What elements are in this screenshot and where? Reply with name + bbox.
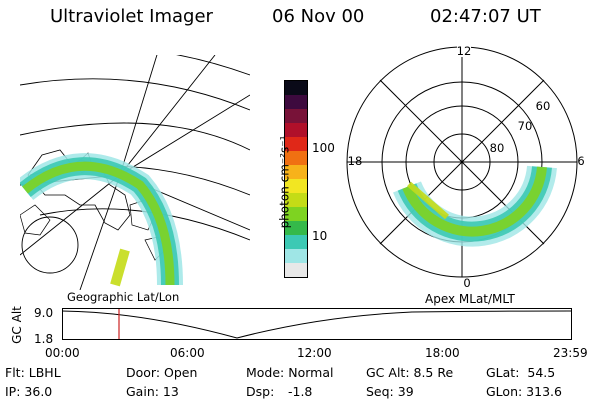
lat-label-60: 60 — [536, 99, 551, 113]
alt-xtick-0: 00:00 — [45, 346, 80, 360]
app-title: Ultraviolet Imager — [50, 6, 213, 27]
alt-xtick-3: 18:00 — [425, 346, 460, 360]
colorbar — [284, 80, 308, 278]
colorbar-swatch — [285, 151, 307, 165]
alt-ytick-low: 1.8 — [34, 332, 54, 346]
lat-label-70: 70 — [518, 119, 533, 133]
colorbar-tick-10: 10 — [312, 229, 328, 243]
colorbar-swatch — [285, 179, 307, 193]
colorbar-tick-100: 100 — [312, 141, 335, 155]
dsp-label: Dsp: — [246, 384, 275, 399]
colorbar-swatch — [285, 165, 307, 179]
mlt-label-12: 12 — [457, 44, 472, 58]
lat-label-80: 80 — [490, 141, 505, 155]
seq-info: Seq: 39 — [366, 384, 414, 399]
colorbar-swatch — [285, 109, 307, 123]
altitude-plot — [61, 308, 572, 340]
alt-xtick-2: 12:00 — [297, 346, 332, 360]
glat-info: GLat: 54.5 — [486, 365, 556, 380]
gain-info: Gain: 13 — [126, 384, 179, 399]
colorbar-swatch — [285, 81, 307, 95]
geo-map-caption: Geographic Lat/Lon — [67, 290, 179, 304]
date-label: 06 Nov 00 — [272, 6, 365, 27]
dsp-value: -1.8 — [288, 384, 313, 399]
polar-plot: 12 18 6 0 60 70 80 — [346, 44, 585, 290]
gc-alt-info: GC Alt: 8.5 Re — [366, 365, 454, 380]
flt-info: Flt: LBHL — [5, 365, 61, 380]
alt-xtick-4: 23:59 — [553, 346, 588, 360]
mlt-label-0: 0 — [463, 276, 470, 290]
polar-caption: Apex MLat/MLT — [425, 292, 515, 306]
ip-info: IP: 36.0 — [5, 384, 53, 399]
colorbar-swatch — [285, 207, 307, 221]
alt-xtick-1: 06:00 — [170, 346, 205, 360]
colorbar-swatch — [285, 235, 307, 249]
colorbar-swatch — [285, 249, 307, 263]
alt-ylabel: GC Alt — [9, 306, 24, 344]
time-label: 02:47:07 UT — [430, 6, 541, 27]
geographic-map: Geographic Lat/Lon — [20, 55, 250, 304]
colorbar-swatch — [285, 193, 307, 207]
colorbar-swatch — [285, 221, 307, 235]
door-info: Door: Open — [126, 365, 198, 380]
colorbar-swatch — [285, 123, 307, 137]
alt-ytick-high: 9.0 — [34, 306, 54, 320]
colorbar-swatch — [285, 95, 307, 109]
mlt-label-6: 6 — [577, 154, 584, 168]
colorbar-unit-label: photon cm⁻²s⁻¹ — [277, 135, 292, 229]
colorbar-swatch — [285, 263, 307, 277]
colorbar-swatch — [285, 137, 307, 151]
glon-info: GLon: 313.6 — [486, 384, 562, 399]
mode-info: Mode: Normal — [246, 365, 334, 380]
mlt-label-18: 18 — [348, 154, 363, 168]
